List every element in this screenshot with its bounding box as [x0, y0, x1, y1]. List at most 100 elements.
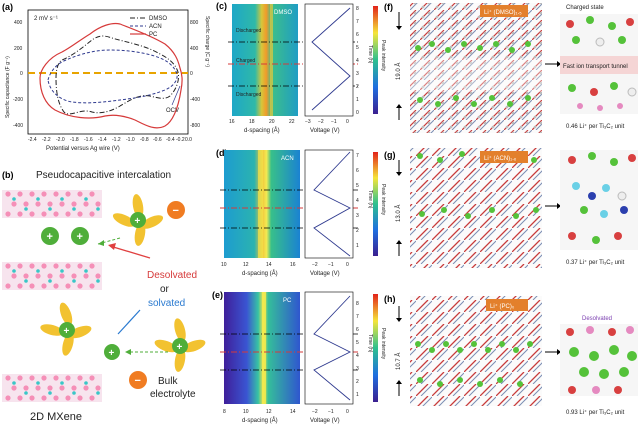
arrow-head — [98, 240, 104, 246]
time-tick: 7 — [356, 314, 359, 320]
a-xtick: -1.4 — [98, 137, 107, 143]
zoom-atoms — [568, 152, 636, 244]
a-ytick-right: 400 — [190, 46, 199, 52]
c-vtick: 0 — [346, 119, 349, 125]
c-xticks: 16 18 20 22 −3 −2 −1 0 — [229, 119, 349, 125]
time-tick: 2 — [356, 228, 359, 234]
panel-label-h: (h) — [384, 294, 396, 304]
title-box — [486, 299, 528, 311]
acn-cv-curve — [47, 49, 178, 104]
legend-dmso: DMSO — [149, 16, 167, 22]
c-xlabel: d-spacing (Å) — [244, 127, 280, 134]
h-title: Li⁺ (PC)₀ — [490, 303, 515, 310]
f-spacing: 19.0 Å — [395, 63, 402, 80]
d-xlabel: d-spacing (Å) — [242, 270, 278, 277]
panel-e: (e) PC d-spacing (Å) Voltage (V) 8 10 12… — [212, 290, 386, 424]
voltage-plot — [304, 291, 354, 405]
d-xtick: 16 — [290, 262, 296, 268]
a-xtick: -1.0 — [126, 137, 135, 143]
e-xticks: 8 10 12 14 −2 −1 0 — [223, 409, 349, 415]
a-ytick-right: -800 — [190, 123, 200, 129]
svg-text:−: − — [173, 205, 179, 217]
solvated-li-ion: + — [112, 194, 164, 246]
colorbar — [373, 294, 378, 402]
li-ion: + — [41, 227, 59, 245]
c-vtick: −3 — [305, 119, 311, 125]
time-tick: 4 — [356, 198, 359, 204]
a-yticks-right: 800 400 0 -400 -800 — [190, 20, 200, 129]
svg-text:+: + — [47, 231, 53, 243]
panel-f: (f) Li⁺ (DMSO)₁.₅ 19.0 Å Charged state F… — [384, 2, 638, 133]
panel-label-d: (d) — [216, 148, 228, 158]
peak-intensity-label: Peak intensity — [380, 184, 386, 216]
d-vtick: −2 — [312, 262, 318, 268]
mxene-label: 2D MXene — [30, 411, 82, 423]
arrow-head — [125, 349, 131, 355]
c-xtick: 16 — [229, 119, 235, 125]
voltage-label: Voltage (V) — [310, 418, 340, 424]
solvated-label: solvated — [148, 298, 185, 309]
pc-cv-curve — [39, 22, 183, 129]
ocv-pointer — [171, 85, 181, 106]
panel-g: (g) Li⁺ (ACN)₁.₆ 13.0 Å 0.37 Li⁺ per Ti₃… — [384, 148, 638, 268]
panel-c: (c) DMSO Discharged Charged Discharged d… — [216, 1, 386, 134]
time-tick: 1 — [356, 97, 359, 103]
pseudocap-title: Pseudocapacitive intercalation — [36, 170, 171, 181]
d-xtick: 12 — [243, 262, 249, 268]
a-ytick: -400 — [13, 123, 23, 129]
a-xtick: -2.0 — [56, 137, 65, 143]
zoom-view — [560, 324, 638, 396]
time-tick: 1 — [356, 243, 359, 249]
time-tick: 7 — [356, 19, 359, 25]
time-tick: 0 — [356, 110, 359, 116]
desolvated-label: Desolvated — [582, 316, 612, 322]
a-ytick: 0 — [20, 71, 23, 77]
time-label: Time (h) — [367, 334, 373, 353]
colorbar — [373, 6, 378, 114]
e-vtick: −2 — [312, 409, 318, 415]
h-spacing: 10.7 Å — [395, 353, 402, 370]
voltage-profile — [313, 151, 351, 257]
a-xticks: -2.4 -2.2 -2.0 -1.8 -1.6 -1.4 -1.2 -1.0 … — [28, 137, 192, 143]
voltage-plot — [304, 3, 354, 117]
heatmap — [232, 4, 298, 116]
panel-a: (a) DMSO ACN PC 2 mV s⁻¹ OCV Potential v… — [2, 2, 210, 152]
e-time-ticks: 1 2 3 4 5 6 7 8 — [356, 301, 359, 398]
li-ion: + — [71, 227, 89, 245]
svg-text:+: + — [77, 231, 83, 243]
panel-label-a: (a) — [2, 2, 13, 12]
time-tick: 5 — [356, 45, 359, 51]
time-tick: 6 — [356, 168, 359, 174]
bulk-label: Bulk — [158, 376, 178, 387]
time-label: Time (h) — [367, 45, 373, 64]
legend-acn: ACN — [149, 24, 162, 30]
f-title: Li⁺ (DMSO)₁.₅ — [484, 9, 522, 16]
desolvated-label: Desolvated — [147, 270, 197, 281]
e-xlabel: d-spacing (Å) — [242, 417, 278, 424]
time-tick: 3 — [356, 366, 359, 372]
c-xtick: 18 — [249, 119, 255, 125]
solvated-li-ion: + — [40, 302, 92, 356]
zoom-atoms — [566, 16, 637, 111]
d-vtick: −1 — [328, 262, 334, 268]
d-xticks: 10 12 14 16 −2 −1 0 — [221, 262, 349, 268]
time-tick: 7 — [356, 153, 359, 159]
time-tick: 5 — [356, 340, 359, 346]
e-xtick: 10 — [243, 409, 249, 415]
a-ytick-right: -400 — [190, 97, 200, 103]
time-tick: 2 — [356, 379, 359, 385]
dashed-arrow — [97, 237, 121, 245]
e-vtick: −1 — [328, 409, 334, 415]
a-ytick: 200 — [14, 46, 23, 52]
scan-rate-label: 2 mV s⁻¹ — [34, 16, 58, 22]
a-xtick: -1.8 — [70, 137, 79, 143]
a-ytick: -200 — [13, 97, 23, 103]
peak-intensity-label: Peak intensity — [380, 40, 386, 72]
a-xtick: 0.0 — [185, 137, 192, 143]
or-label: or — [160, 284, 170, 295]
g-spacing: 13.0 Å — [395, 205, 402, 222]
mxene-slab — [2, 190, 102, 218]
time-tick: 6 — [356, 32, 359, 38]
blue-arrow — [117, 309, 141, 335]
